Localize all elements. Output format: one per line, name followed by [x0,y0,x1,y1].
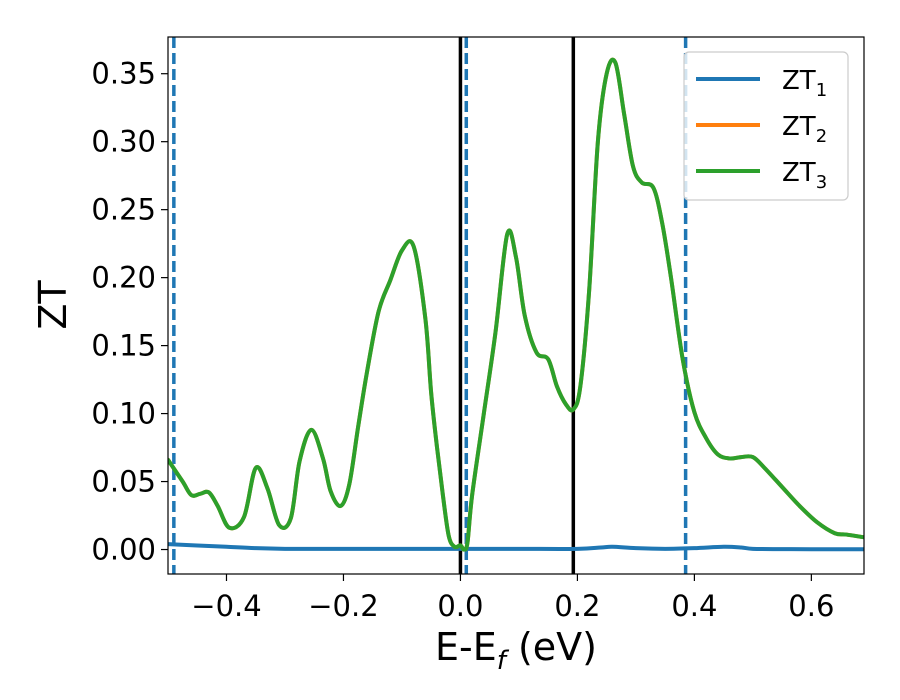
series-line-zt1 [168,542,864,552]
x-axis-title: E-Ef (eV) [435,625,597,676]
y-tick-label: 0.15 [91,329,156,363]
legend: ZT1 ZT2 ZT3 [683,51,849,201]
x-tick-label: 0.2 [554,589,600,623]
x-axis: −0.4 −0.2 0.0 0.2 0.4 0.6 [191,574,834,623]
x-tick-label: 0.0 [437,589,483,623]
x-tick-label: −0.4 [191,589,261,623]
legend-frame [683,51,849,201]
y-tick-label: 0.20 [91,261,156,295]
x-tick-label: 0.4 [671,589,717,623]
y-tick-label: 0.25 [91,193,156,227]
plot-frame [167,36,865,575]
legend-label-zt3: ZT3 [782,158,827,193]
legend-label-zt1: ZT1 [782,66,827,101]
y-tick-label: 0.05 [91,465,156,499]
series-line-zt3 [168,57,864,552]
y-tick-label: 0.10 [91,397,156,431]
y-tick-label: 0.00 [91,533,156,567]
x-tick-label: −0.2 [308,589,378,623]
y-tick-label: 0.35 [91,57,156,91]
x-tick-label: 0.6 [788,589,834,623]
x-axis-title-unit: (eV) [506,625,597,669]
x-axis-title-main: E-E [435,625,497,669]
legend-label-zt2: ZT2 [782,112,827,147]
y-axis-title: ZT [31,280,75,330]
series-lines [168,57,864,552]
y-axis: 0.00 0.05 0.10 0.15 0.20 0.25 0.30 0.35 [91,57,168,567]
y-tick-label: 0.30 [91,125,156,159]
